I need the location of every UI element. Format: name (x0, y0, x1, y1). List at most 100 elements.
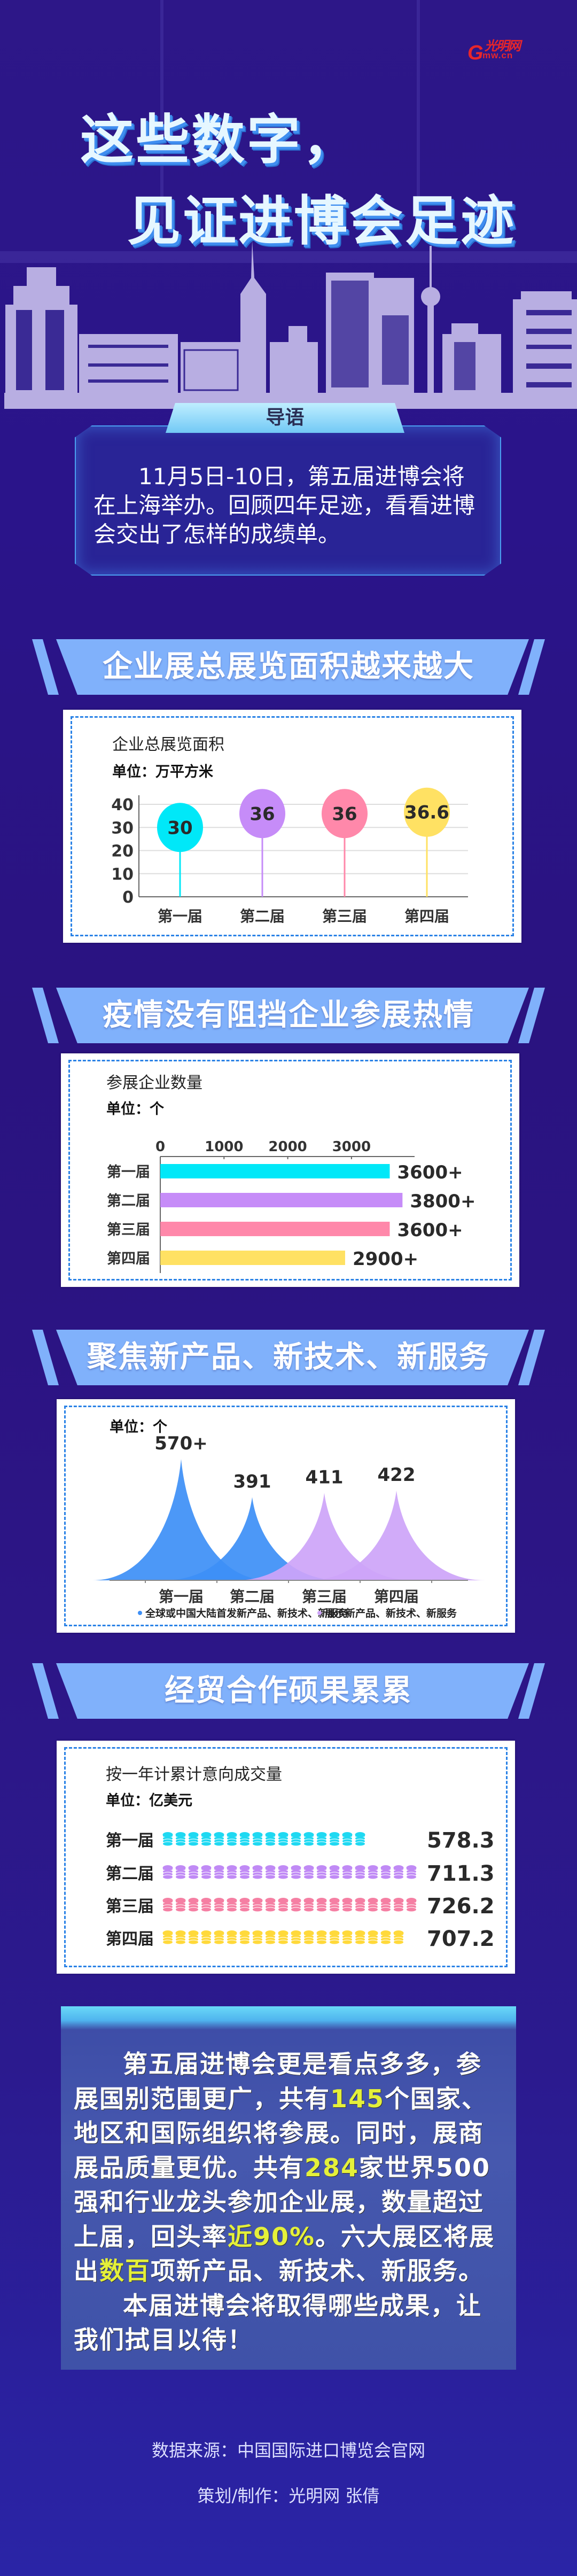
y-tick-label: 30 (111, 819, 134, 837)
summary-text-segment: 家世界500强和行业龙头参加企业展，数量超过上届，回头率 (74, 2153, 491, 2251)
coin-stack-icon (175, 1865, 186, 1880)
x-tick-label: 第四届 (404, 907, 449, 925)
coin-stack-icon (355, 1865, 365, 1880)
chart-unit: 单位：亿美元 (106, 1793, 192, 1809)
coin-stack-icon (188, 1898, 199, 1912)
row-label: 第三届 (106, 1897, 154, 1916)
lollipop-bubble (322, 789, 368, 839)
coin-stack-icon (162, 1930, 173, 1945)
logo-text: 光明网 (485, 38, 521, 53)
coin-stack-icon (175, 1832, 186, 1846)
x-tick-label: 第三届 (322, 907, 367, 925)
coin-stack-icon (227, 1865, 237, 1880)
coin-stack-icon (239, 1832, 250, 1846)
section-banner-area: 企业展总展览面积越来越大 (0, 639, 577, 695)
coin-stack-icon (188, 1865, 199, 1880)
background-line (160, 0, 163, 224)
highlight-text: 数百 (99, 2256, 151, 2285)
x-tick-label: 第一届 (158, 907, 202, 925)
coin-stack-icon (252, 1930, 263, 1945)
coin-stack-icon (368, 1898, 378, 1912)
coin-stack-icon (291, 1832, 301, 1846)
coin-stack-icon (342, 1930, 353, 1945)
peak-area (236, 1493, 413, 1580)
coin-stack-icon (406, 1865, 417, 1880)
summary-paragraph: 本届进博会将取得哪些成果，让我们拭目以待！ (74, 2288, 506, 2357)
coin-stack-icon (303, 1898, 314, 1912)
coin-stack-icon (393, 1930, 404, 1945)
coin-stack-icon (175, 1930, 186, 1945)
x-tick-label: 1000 (205, 1139, 243, 1155)
chart-title: 按一年计累计意向成交量 (106, 1765, 282, 1784)
summary-box: 第五届进博会更是看点多多，参展国别范围更广，共有145个国家、地区和国际组织将参… (61, 2006, 516, 2370)
section-title: 经贸合作硕果累累 (165, 1673, 412, 1708)
legend-label: 全球或中国大陆首发新产品、新技术、新服务 (145, 1607, 349, 1619)
bar (160, 1222, 390, 1236)
peak-area (308, 1491, 485, 1580)
coin-stack-icon (278, 1898, 288, 1912)
x-tick-label: 3000 (332, 1139, 371, 1155)
coin-stack-icon (252, 1832, 263, 1846)
coin-stack-icon (342, 1832, 353, 1846)
coin-stack-icon (316, 1930, 327, 1945)
coin-stack-icon (214, 1865, 224, 1880)
coin-stack-icon (316, 1832, 327, 1846)
city-skyline-illustration (4, 240, 577, 409)
data-label: 3600+ (397, 1162, 463, 1183)
summary-text-segment: 。六大展区将展出 (74, 2222, 495, 2286)
chart-title: 企业总展览面积 (112, 735, 224, 754)
coin-stack-icon (265, 1930, 276, 1945)
data-label: 36 (332, 803, 357, 825)
summary-text-segment: 项新产品、新技术、新服务。 (151, 2256, 484, 2285)
data-label: 707.2 (427, 1927, 495, 1951)
row-label: 第二届 (106, 1865, 154, 1883)
hero-title-line2: 见证进博会足迹 (127, 190, 516, 252)
coin-stack-icon (239, 1898, 250, 1912)
x-tick-label: 第三届 (302, 1588, 347, 1605)
coin-stack-icon (239, 1930, 250, 1945)
y-tick-label: 0 (122, 888, 134, 907)
coin-stack-icon (227, 1832, 237, 1846)
x-tick-label: 第一届 (159, 1588, 204, 1605)
coin-stack-icon (252, 1865, 263, 1880)
coin-stack-icon (188, 1832, 199, 1846)
highlight-text: 145 (330, 2084, 385, 2113)
coin-stack-icon (406, 1898, 417, 1912)
x-tick-label: 第二届 (240, 907, 285, 925)
hero-title-line1: 这些数字， (80, 108, 358, 171)
coin-stack-icon (201, 1930, 212, 1945)
coin-stack-icon (393, 1898, 404, 1912)
intro-tab: 导语 (166, 403, 404, 433)
coin-stack-icon (201, 1865, 212, 1880)
coin-stack-icon (265, 1898, 276, 1912)
section-title: 企业展总展览面积越来越大 (103, 649, 474, 684)
data-label: 726.2 (427, 1894, 495, 1919)
summary-text: 第五届进博会更是看点多多，参展国别范围更广，共有145个国家、地区和国际组织将参… (74, 2047, 506, 2357)
coin-stack-icon (355, 1898, 365, 1912)
coin-stack-icon (303, 1930, 314, 1945)
background-line (417, 0, 420, 224)
data-source: 数据来源：中国国际进口博览会官网 (151, 2440, 425, 2461)
chart-unit: 单位：万平方米 (112, 764, 213, 780)
x-tick-label: 第二届 (230, 1588, 275, 1605)
lollipop-bubble (239, 789, 285, 839)
coin-stack-icon (303, 1832, 314, 1846)
peak-area (163, 1497, 341, 1580)
chart-card-new-products: 单位：个 (57, 1399, 515, 1633)
chart-unit: 单位：个 (106, 1101, 164, 1118)
coin-stack-icon (278, 1832, 288, 1846)
data-label: 578.3 (427, 1828, 495, 1853)
coin-stack-icon (201, 1832, 212, 1846)
coin-stack-icon (316, 1865, 327, 1880)
summary-paragraph: 第五届进博会更是看点多多，参展国别范围更广，共有145个国家、地区和国际组织将参… (74, 2047, 506, 2288)
coin-stack-icon (291, 1865, 301, 1880)
coin-stack-icon (278, 1930, 288, 1945)
lollipop-bubble (157, 803, 203, 852)
x-tick-label: 0 (155, 1139, 165, 1155)
row-label: 第四届 (106, 1930, 154, 1949)
coin-stack-icon (214, 1898, 224, 1912)
data-label: 36.6 (404, 802, 449, 824)
coin-stack-icon (214, 1930, 224, 1945)
coin-stack-icon (380, 1930, 391, 1945)
coin-stack-icon (214, 1832, 224, 1846)
